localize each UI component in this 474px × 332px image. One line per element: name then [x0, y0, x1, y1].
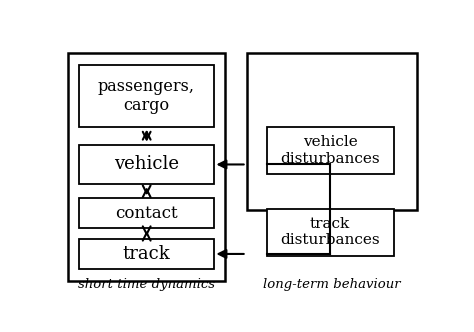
Text: passengers,
cargo: passengers, cargo	[98, 78, 195, 115]
Text: vehicle
disturbances: vehicle disturbances	[280, 135, 380, 166]
FancyBboxPatch shape	[267, 208, 393, 256]
FancyBboxPatch shape	[80, 198, 213, 228]
Text: track
disturbances: track disturbances	[280, 217, 380, 247]
Text: short time dynamics: short time dynamics	[78, 279, 215, 291]
FancyBboxPatch shape	[80, 145, 213, 184]
FancyBboxPatch shape	[267, 127, 393, 174]
FancyBboxPatch shape	[246, 52, 418, 210]
FancyBboxPatch shape	[68, 52, 225, 282]
FancyBboxPatch shape	[80, 239, 213, 269]
Text: contact: contact	[115, 205, 178, 221]
FancyBboxPatch shape	[80, 65, 213, 127]
Text: track: track	[123, 245, 170, 263]
Text: long-term behaviour: long-term behaviour	[264, 279, 401, 291]
Text: vehicle: vehicle	[114, 155, 179, 173]
